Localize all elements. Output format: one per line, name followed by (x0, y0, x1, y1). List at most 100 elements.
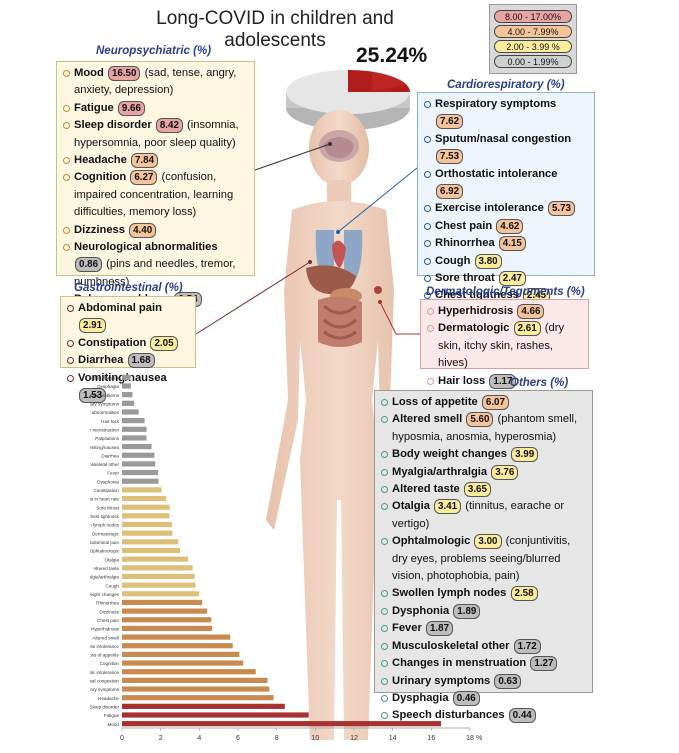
symptom-name: Mood (74, 67, 107, 79)
others-item: Altered taste 3.65 (381, 481, 586, 498)
derma-item: Hair loss 1.17 (427, 373, 582, 390)
prevalence-badge: 6.27 (130, 170, 158, 186)
bar (122, 418, 145, 424)
bullet-icon (427, 308, 434, 315)
neuro-item: Mood 16.50 (sad, tense, angry, anxiety, … (63, 65, 248, 100)
category-label: Otalgia (104, 557, 119, 562)
category-label: Balance problems (90, 393, 120, 398)
bar (122, 461, 156, 467)
bullet-icon (381, 712, 388, 720)
category-label: Chest tightness (90, 514, 120, 519)
category-label: Palpitations (95, 436, 119, 441)
bar (122, 444, 152, 450)
prevalence-bar-chart: Speech disturbances Dysphagia Balance prob… (90, 374, 482, 742)
symptom-name: Headache (74, 154, 130, 167)
category-label: Dysphonia (97, 479, 119, 484)
symptom-name: Urinary symptoms (392, 674, 494, 687)
bar (122, 521, 172, 528)
prevalence-badge: 0.86 (75, 257, 103, 273)
symptom-name: Cough (435, 254, 474, 267)
prevalence-badge: 4.62 (496, 218, 524, 234)
symptom-name: Fever (392, 622, 425, 635)
prevalence-badge: 0.44 (508, 708, 536, 724)
cardio-item: Chest pain 4.62 (424, 218, 588, 235)
category-label: Myalgia/arthralgia (90, 575, 119, 580)
bullet-icon (67, 357, 74, 365)
category-label: Dysphagia (97, 384, 119, 389)
color-legend: 8.00 - 17.00% 4.00 - 7.99% 2.00 - 3.99 %… (489, 4, 577, 74)
prevalence-badge: 5.60 (466, 412, 494, 428)
bullet-icon (381, 677, 388, 685)
neuro-panel: Mood 16.50 (sad, tense, angry, anxiety, … (56, 61, 255, 308)
bullet-icon (427, 377, 434, 385)
figure-title: Long-COVID in children and adolescents (156, 8, 394, 51)
bullet-icon (381, 625, 388, 633)
symptom-name: Sore throat (435, 272, 498, 285)
bar (122, 530, 173, 536)
prevalence-badge: 1.17 (489, 373, 517, 389)
symptom-name: Orthostatic intolerance (435, 167, 558, 180)
prevalence-badge: 4.15 (498, 236, 526, 252)
gastro-item: Diarrhea 1.68 (67, 352, 189, 369)
gastro-panel-title: Gastrointestinal (%) (74, 282, 183, 294)
category-label: Respiratory symptoms (90, 687, 120, 692)
category-label: Sore throat (96, 505, 119, 510)
category-label: Variations in heart rate (90, 497, 119, 502)
symptom-name: Dermatologic (438, 322, 513, 335)
neuro-item: Headache 7.84 (63, 152, 248, 169)
bar (122, 392, 133, 398)
bar (122, 487, 162, 493)
bullet-icon (424, 222, 431, 230)
bullet-icon (63, 226, 70, 234)
prevalence-badge: 7.53 (436, 149, 464, 165)
neuro-item: Sleep disorder 8.42 (insomnia, hypersomn… (63, 117, 248, 152)
symptom-name: Chest pain (435, 219, 496, 232)
gastro-item: Constipation 2.05 (67, 335, 189, 352)
bullet-icon (63, 157, 70, 165)
x-tick-label: 8 (275, 735, 279, 742)
prevalence-badge: 9.66 (117, 100, 145, 116)
bar (122, 634, 231, 640)
bullet-icon (424, 135, 431, 143)
others-panel: Loss of appetite 6.07 Altered smell 5.60 … (374, 390, 593, 724)
symptom-name: Ophtalmologic (392, 535, 474, 548)
others-item: Swollen lymph nodes 2.58 (381, 585, 586, 602)
x-tick-label: 12 (350, 735, 358, 742)
others-item: Changes in menstruation 1.27 (381, 655, 586, 672)
bullet-icon (424, 257, 431, 265)
category-label: Speech disturbances (90, 375, 120, 380)
derma-panel-title: Dermatologic/Teguments (%) (426, 286, 585, 298)
bullet-icon (67, 374, 74, 382)
x-tick-label: 4 (197, 735, 201, 742)
symptom-name: Changes in menstruation (392, 657, 530, 670)
symptom-name: Swollen lymph nodes (392, 587, 510, 600)
category-label: Cough (105, 583, 119, 588)
category-label: Dermatologic (92, 531, 120, 536)
others-item: Loss of appetite 6.07 (381, 394, 586, 411)
category-label: Constipation (93, 488, 119, 493)
bullet-icon (427, 325, 434, 333)
prevalence-badge: 5.73 (547, 201, 576, 217)
bar (122, 573, 195, 580)
symptom-name: Constipation (78, 336, 150, 349)
legend-item-high: 8.00 - 17.00% (494, 10, 572, 23)
prevalence-badge: 2.58 (510, 586, 538, 602)
bullet-icon (381, 607, 388, 615)
neuro-panel-title: Neuropsychiatric (%) (96, 45, 212, 57)
prevalence-badge: 3.00 (474, 534, 502, 550)
bar (122, 409, 139, 415)
prevalence-pie-icon (286, 70, 410, 130)
prevalence-badge: 1.87 (425, 621, 454, 637)
bar (122, 617, 212, 623)
others-item: Body weight changes 3.99 (381, 446, 586, 463)
bullet-icon (424, 101, 431, 108)
bar (122, 452, 155, 458)
bullet-icon (381, 486, 388, 494)
category-label: Fatigue (104, 713, 120, 718)
others-item: Otalgia 3.41 (tinnitus, earache or verti… (381, 498, 586, 533)
symptom-description: (confusion, impaired concentration, lear… (74, 171, 234, 219)
cardio-item: Cough 3.80 (424, 253, 588, 270)
gastro-panel: Abdominal pain 2.91 Constipation 2.05 Diar… (60, 296, 196, 404)
prevalence-badge: 2.47 (498, 271, 526, 287)
category-label: Cognition (100, 661, 120, 666)
